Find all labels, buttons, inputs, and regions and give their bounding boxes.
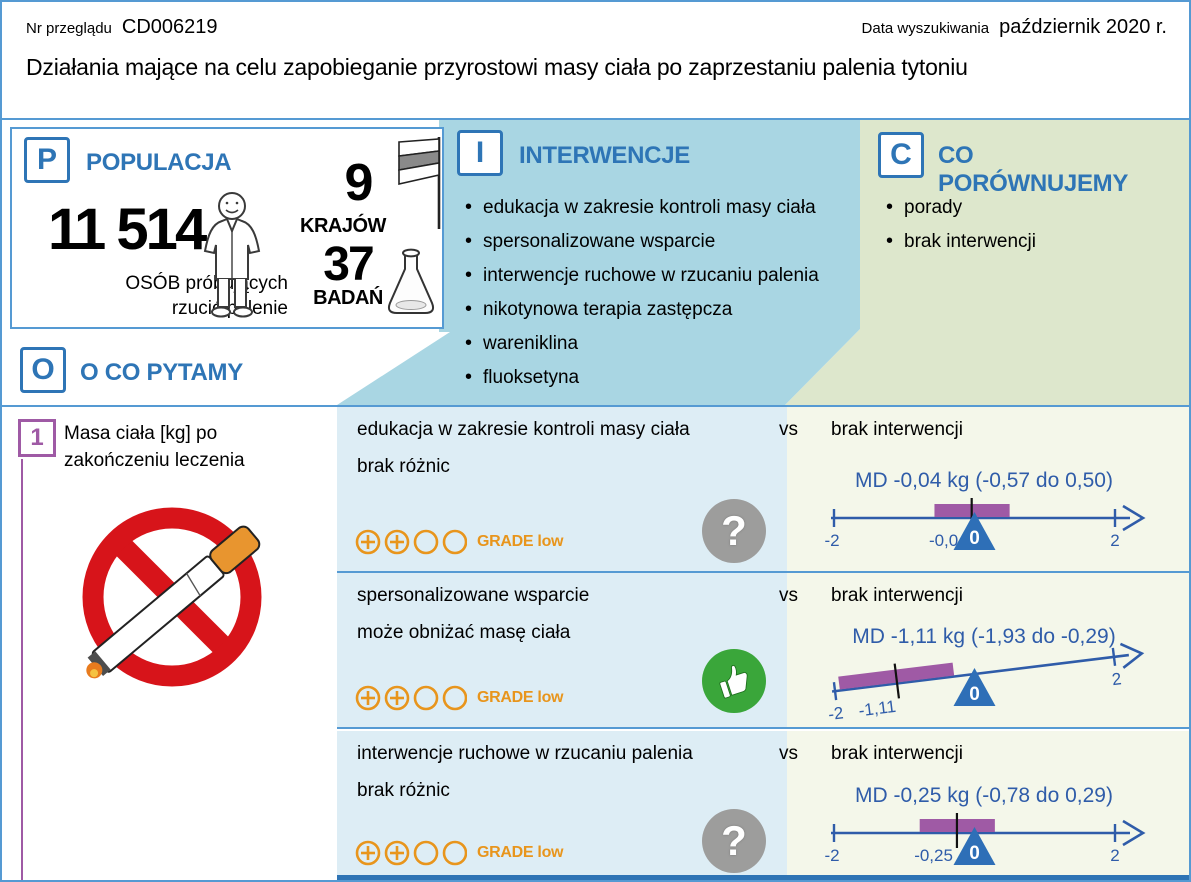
effect-scale-chart: -2 2 -0,25 0 MD -0,25 kg (-0,78 do 0,29) bbox=[824, 784, 1146, 865]
svg-text:0: 0 bbox=[969, 528, 980, 549]
row-intervention: edukacja w zakresie kontroli masy ciała bbox=[357, 419, 690, 440]
svg-text:2: 2 bbox=[1110, 531, 1119, 550]
svg-text:MD -1,11 kg (-1,93 do -0,29): MD -1,11 kg (-1,93 do -0,29) bbox=[852, 625, 1115, 648]
intervention-item: wareniklina bbox=[463, 333, 843, 354]
row-scale-background bbox=[787, 731, 1189, 875]
studies-label: BADAŃ bbox=[313, 287, 383, 309]
grade-label: GRADE low bbox=[477, 844, 564, 861]
thumbs-up-glyph bbox=[719, 665, 748, 699]
svg-text:-2: -2 bbox=[824, 531, 839, 550]
vs-label: vs bbox=[779, 585, 798, 606]
effect-scale-chart: -2 2-0,04 0MD -0,04 kg (-0,57 do 0,50) bbox=[824, 469, 1146, 550]
result-question-icon: ? bbox=[702, 809, 766, 873]
interventions-heading: INTERWENCJE bbox=[519, 142, 690, 169]
pico-band: P POPULACJA 11 514 OSÓB próbujących rzuc… bbox=[2, 120, 1189, 405]
vs-label: vs bbox=[779, 743, 798, 764]
population-count-label-line2: rzucić palenie bbox=[171, 298, 288, 319]
no-smoking-icon bbox=[82, 507, 262, 687]
comparison-row: edukacja w zakresie kontroli masy ciała … bbox=[337, 407, 1189, 573]
svg-text:MD -0,25 kg (-0,78 do 0,29): MD -0,25 kg (-0,78 do 0,29) bbox=[855, 784, 1113, 807]
svg-text:-2: -2 bbox=[824, 846, 839, 865]
search-date-label: Data wyszukiwania bbox=[861, 20, 990, 37]
population-heading: POPULACJA bbox=[86, 149, 232, 176]
intervention-item: interwencje ruchowe w rzucaniu palenia bbox=[463, 265, 843, 286]
result-thumbs-up-icon bbox=[702, 649, 766, 713]
question-accent-line bbox=[21, 459, 23, 880]
svg-text:2: 2 bbox=[1111, 669, 1123, 689]
review-number: Nr przeglądu CD006219 bbox=[26, 16, 218, 39]
band-divider bbox=[2, 405, 1189, 407]
question-text: Masa ciała [kg] po zakończeniu leczenia bbox=[64, 423, 245, 471]
grade-label: GRADE low bbox=[477, 533, 564, 550]
grade-rating: GRADE low bbox=[355, 528, 564, 556]
comparison-row: interwencje ruchowe w rzucaniu palenia v… bbox=[337, 731, 1189, 875]
population-letter-icon: P bbox=[24, 137, 70, 183]
person-icon bbox=[203, 192, 261, 318]
question-number-box: 1 bbox=[18, 419, 56, 457]
row-result: może obniżać masę ciała bbox=[357, 622, 571, 643]
comparator-item: brak interwencji bbox=[884, 231, 1164, 252]
svg-text:MD -0,04 kg (-0,57 do 0,50): MD -0,04 kg (-0,57 do 0,50) bbox=[855, 469, 1113, 492]
flask-icon bbox=[387, 248, 435, 314]
grade-rating: GRADE low bbox=[355, 684, 564, 712]
comparators-list: porady brak interwencji bbox=[884, 197, 1164, 266]
population-panel: P POPULACJA 11 514 OSÓB próbujących rzuc… bbox=[10, 127, 444, 329]
svg-text:0: 0 bbox=[969, 843, 980, 864]
interventions-letter-icon: I bbox=[457, 130, 503, 176]
vs-label: vs bbox=[779, 419, 798, 440]
studies-count: 37 bbox=[323, 238, 374, 291]
row-comparator: brak interwencji bbox=[831, 743, 963, 764]
interventions-letter: I bbox=[475, 136, 485, 169]
row-result: brak różnic bbox=[357, 456, 450, 477]
search-date: Data wyszukiwania październik 2020 r. bbox=[862, 16, 1167, 39]
header-divider bbox=[2, 118, 1189, 120]
grade-circles-icon bbox=[355, 685, 467, 711]
countries-count: 9 bbox=[344, 154, 374, 212]
intervention-item: fluoksetyna bbox=[463, 367, 843, 388]
flag-icon bbox=[398, 137, 441, 229]
svg-text:-1,11: -1,11 bbox=[857, 697, 897, 720]
question-number: 1 bbox=[30, 424, 44, 451]
svg-text:2: 2 bbox=[1110, 846, 1119, 865]
comparison-row: spersonalizowane wsparcie vs brak interw… bbox=[337, 573, 1189, 729]
interventions-list: edukacja w zakresie kontroli masy ciała … bbox=[463, 197, 843, 402]
svg-text:-2: -2 bbox=[827, 703, 844, 724]
outcomes-letter-icon: O bbox=[20, 347, 66, 393]
grade-circles-icon bbox=[355, 840, 467, 866]
comparators-letter-icon: C bbox=[878, 132, 924, 178]
next-section-partial-bar bbox=[337, 875, 1189, 880]
comparators-heading: CO PORÓWNUJEMY bbox=[938, 142, 1129, 197]
outcomes-heading: O CO PYTAMY bbox=[80, 359, 243, 386]
row-comparator: brak interwencji bbox=[831, 419, 963, 440]
row-intervention: spersonalizowane wsparcie bbox=[357, 585, 590, 606]
row-intervention: interwencje ruchowe w rzucaniu palenia bbox=[357, 743, 693, 764]
intervention-item: nikotynowa terapia zastępcza bbox=[463, 299, 843, 320]
row-result: brak różnic bbox=[357, 780, 450, 801]
row-comparator: brak interwencji bbox=[831, 585, 963, 606]
intervention-item: spersonalizowane wsparcie bbox=[463, 231, 843, 252]
comparator-item: porady bbox=[884, 197, 1164, 218]
population-letter: P bbox=[36, 143, 57, 176]
search-date-value: październik 2020 r. bbox=[999, 16, 1167, 38]
svg-text:0: 0 bbox=[969, 684, 980, 705]
page-title: Działania mające na celu zapobieganie pr… bbox=[26, 54, 968, 80]
effect-scale-chart: -2 2 -1,11 0 MD -1,11 kg (-1,93 do -0,29) bbox=[827, 625, 1145, 724]
comparators-letter: C bbox=[890, 138, 912, 171]
population-count: 11 514 bbox=[48, 197, 207, 262]
review-number-label: Nr przeglądu bbox=[26, 20, 112, 37]
review-number-value: CD006219 bbox=[121, 16, 218, 38]
intervention-item: edukacja w zakresie kontroli masy ciała bbox=[463, 197, 843, 218]
outcomes-letter: O bbox=[31, 353, 55, 386]
grade-circles-icon bbox=[355, 529, 467, 555]
grade-label: GRADE low bbox=[477, 689, 564, 706]
svg-text:-0,25: -0,25 bbox=[914, 846, 953, 865]
countries-label: KRAJÓW bbox=[300, 215, 386, 237]
grade-rating: GRADE low bbox=[355, 839, 564, 867]
result-question-icon: ? bbox=[702, 499, 766, 563]
